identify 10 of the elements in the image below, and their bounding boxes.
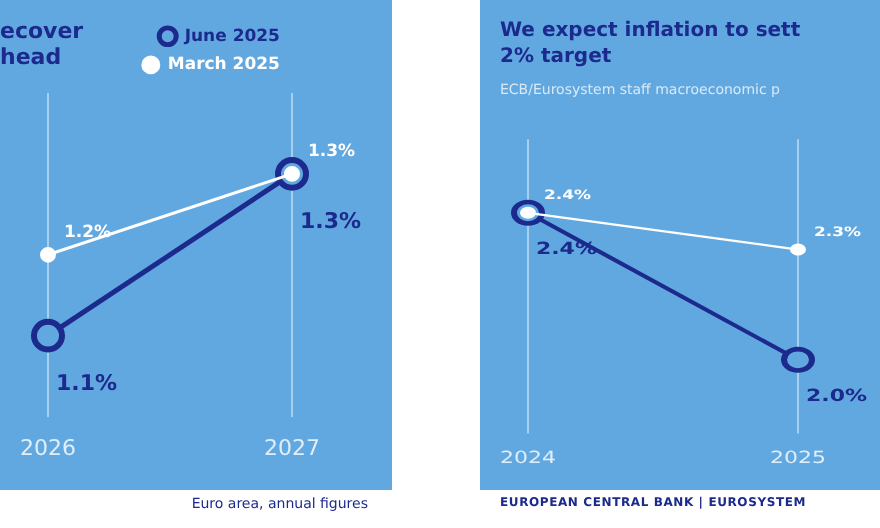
legend-label: March 2025 xyxy=(167,53,281,74)
chart-title: ecover head xyxy=(0,18,84,70)
x-tick-label: 2027 xyxy=(264,435,321,461)
chart-title: We expect inflation to sett 2% target xyxy=(500,20,801,68)
legend-label: June 2025 xyxy=(182,24,281,45)
data-label: 1.2% xyxy=(63,221,113,241)
x-tick-label: 2026 xyxy=(20,435,77,461)
data-label: 1.3% xyxy=(308,140,357,161)
data-label: 1.3% xyxy=(300,208,362,234)
data-label: 1.1% xyxy=(55,369,118,396)
